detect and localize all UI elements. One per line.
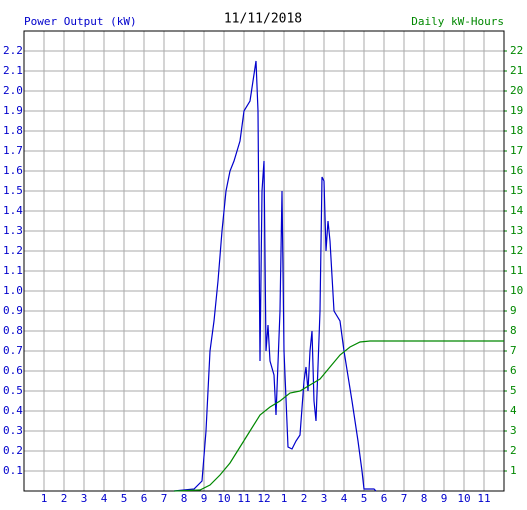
y-tick-label: 1.4 <box>3 204 23 217</box>
x-tick-label: 5 <box>361 492 368 505</box>
x-tick-label: 4 <box>101 492 108 505</box>
y2-tick-label: 18 <box>510 124 523 137</box>
y-tick-label: 0.1 <box>3 464 23 477</box>
y2-tick-label: 17 <box>510 144 523 157</box>
y-tick-label: 0.2 <box>3 444 23 457</box>
y-tick-label: 0.6 <box>3 364 23 377</box>
y-tick-label: 0.3 <box>3 424 23 437</box>
y2-tick-label: 1 <box>510 464 517 477</box>
y-tick-label: 1.9 <box>3 104 23 117</box>
y-tick-label: 1.1 <box>3 264 23 277</box>
x-tick-label: 8 <box>181 492 188 505</box>
y2-tick-label: 12 <box>510 244 523 257</box>
y-tick-label: 1.2 <box>3 244 23 257</box>
y2-tick-label: 19 <box>510 104 523 117</box>
y-tick-label: 1.0 <box>3 284 23 297</box>
x-tick-label: 3 <box>321 492 328 505</box>
y2-tick-label: 14 <box>510 204 524 217</box>
y2-tick-label: 15 <box>510 184 523 197</box>
y2-tick-label: 8 <box>510 324 517 337</box>
y2-tick-label: 3 <box>510 424 517 437</box>
x-tick-label: 5 <box>121 492 128 505</box>
y-tick-label: 0.7 <box>3 344 23 357</box>
y-tick-label: 0.4 <box>3 404 23 417</box>
y2-tick-label: 9 <box>510 304 517 317</box>
y-tick-label: 1.6 <box>3 164 23 177</box>
data-line <box>173 60 377 492</box>
y-tick-label: 2.1 <box>3 64 23 77</box>
y-tick-label: 2.0 <box>3 84 23 97</box>
y2-tick-label: 13 <box>510 224 523 237</box>
y2-tick-label: 21 <box>510 64 523 77</box>
x-tick-label: 12 <box>257 492 270 505</box>
x-tick-label: 2 <box>61 492 68 505</box>
y2-axis-label: Daily kW-Hours <box>411 15 504 28</box>
x-tick-label: 7 <box>401 492 408 505</box>
y-tick-label: 1.8 <box>3 124 23 137</box>
y-tick-label: 0.9 <box>3 304 23 317</box>
x-tick-label: 6 <box>381 492 388 505</box>
x-tick-label: 6 <box>141 492 148 505</box>
y-tick-label: 1.3 <box>3 224 23 237</box>
y2-tick-label: 4 <box>510 404 517 417</box>
x-tick-label: 1 <box>41 492 48 505</box>
x-tick-label: 3 <box>81 492 88 505</box>
y2-tick-label: 16 <box>510 164 523 177</box>
x-tick-label: 9 <box>441 492 448 505</box>
y2-tick-label: 6 <box>510 364 517 377</box>
x-tick-label: 8 <box>421 492 428 505</box>
chart-title: 11/11/2018 <box>224 12 302 27</box>
x-tick-label: 2 <box>301 492 308 505</box>
y-tick-label: 0.5 <box>3 384 23 397</box>
x-tick-label: 10 <box>217 492 230 505</box>
y2-tick-label: 5 <box>510 384 517 397</box>
y2-tick-label: 2 <box>510 444 517 457</box>
y2-tick-label: 10 <box>510 284 523 297</box>
y-axis-label: Power Output (kW) <box>24 15 137 28</box>
y2-tick-label: 7 <box>510 344 517 357</box>
x-tick-label: 7 <box>161 492 168 505</box>
x-tick-label: 4 <box>341 492 348 505</box>
x-tick-label: 10 <box>457 492 470 505</box>
y-tick-label: 1.5 <box>3 184 23 197</box>
x-tick-label: 11 <box>237 492 250 505</box>
y-tick-label: 2.2 <box>3 44 23 57</box>
x-tick-label: 9 <box>201 492 208 505</box>
y-tick-label: 0.8 <box>3 324 23 337</box>
y2-tick-label: 22 <box>510 44 523 57</box>
x-tick-label: 1 <box>281 492 288 505</box>
y2-tick-label: 11 <box>510 264 523 277</box>
plot-border <box>23 30 505 492</box>
x-tick-label: 11 <box>477 492 490 505</box>
y2-tick-label: 20 <box>510 84 523 97</box>
y-tick-label: 1.7 <box>3 144 23 157</box>
data-line <box>173 340 504 492</box>
